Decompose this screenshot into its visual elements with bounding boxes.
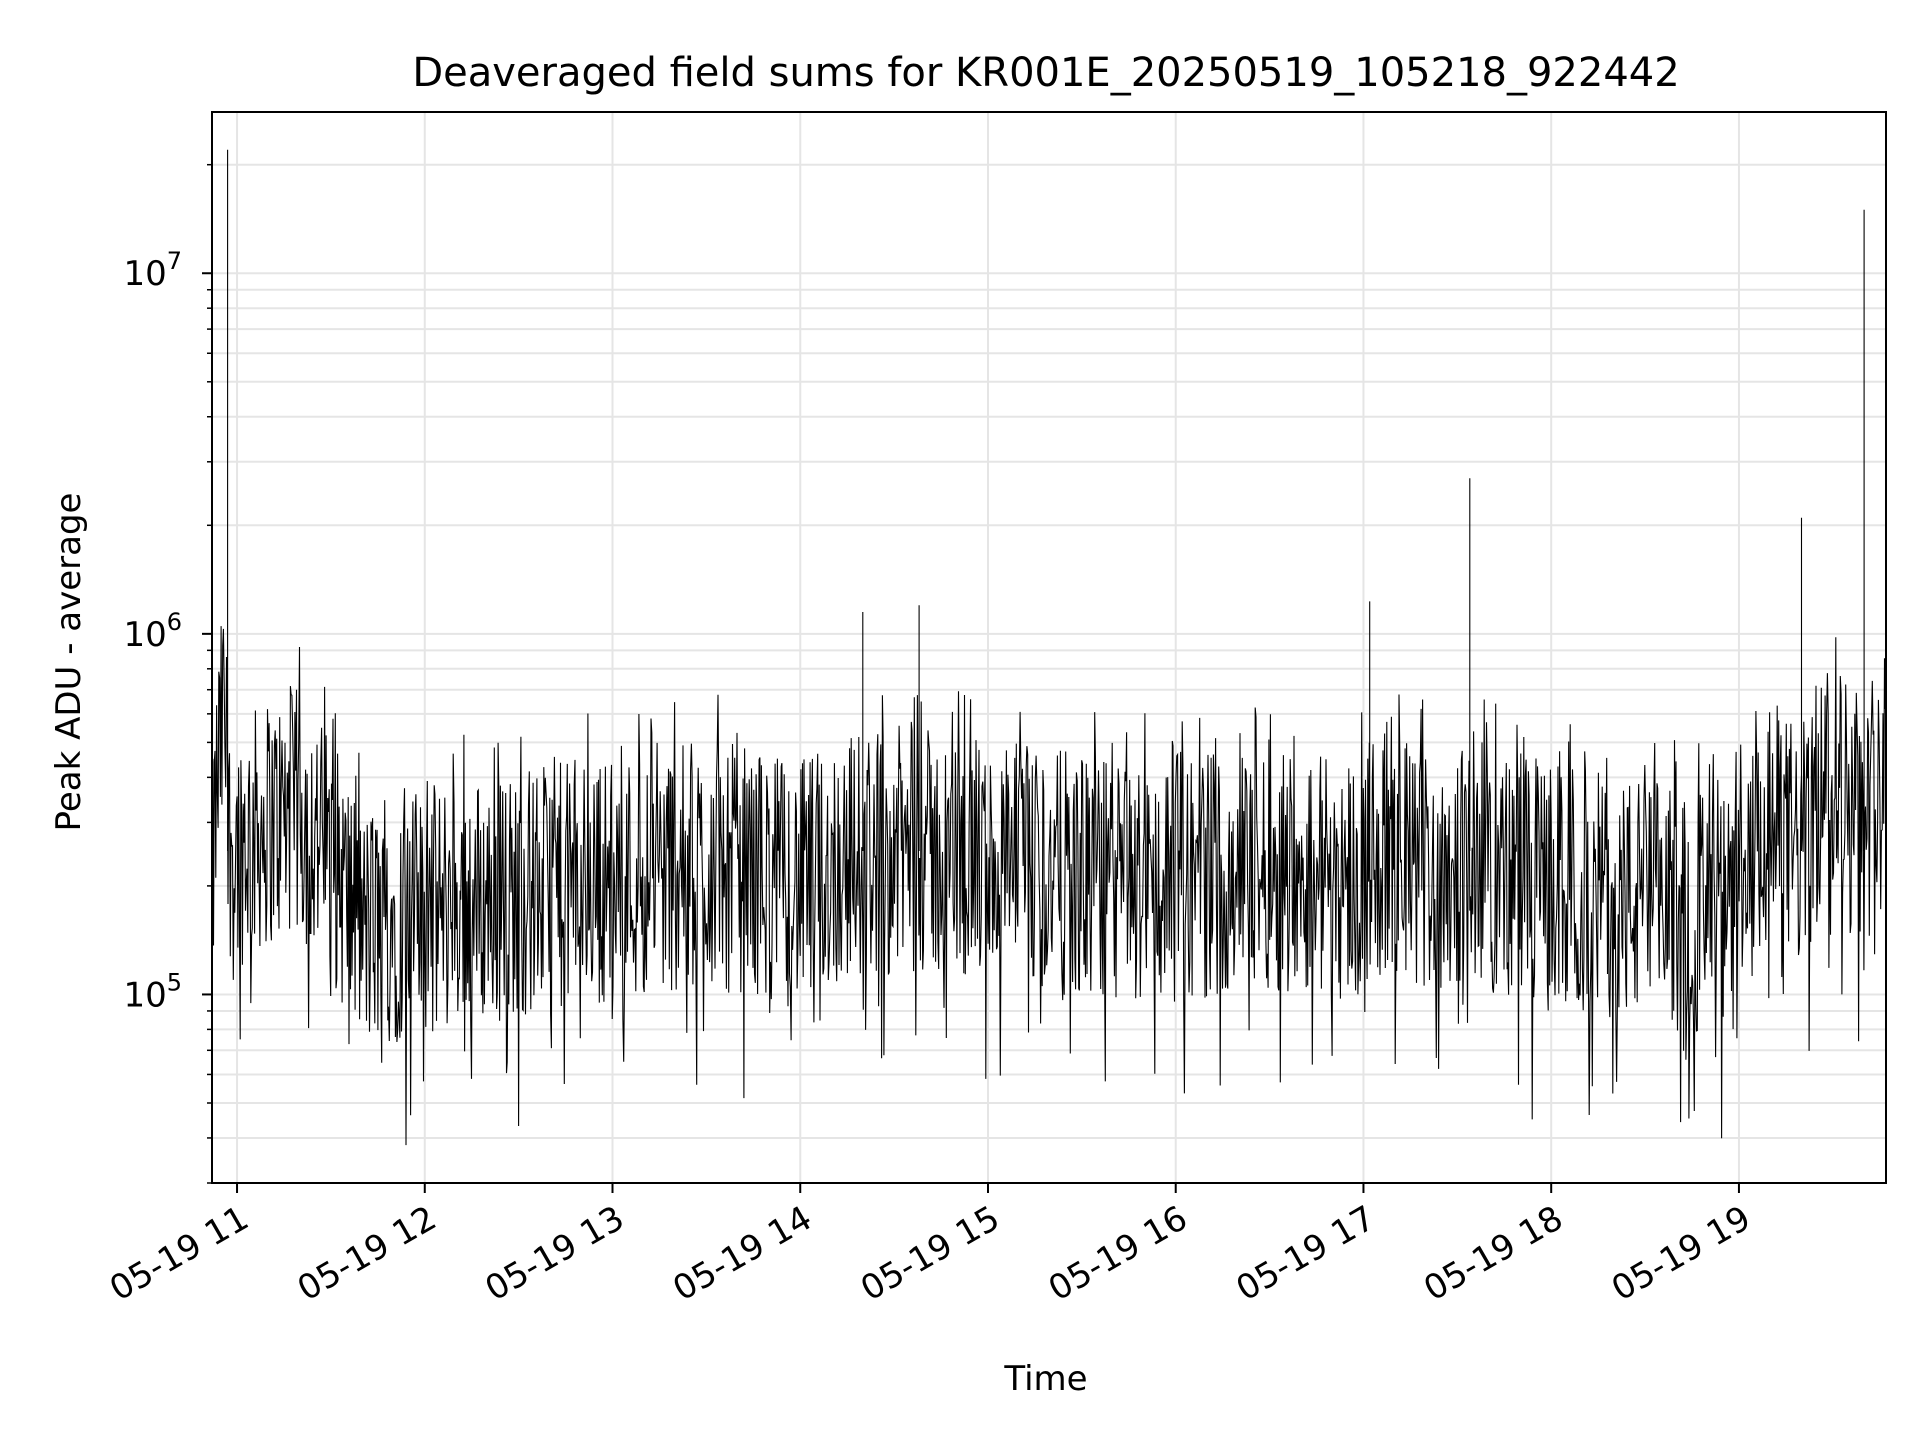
grid-lines (212, 112, 1886, 1184)
y-tick-exponent: 7 (167, 247, 182, 275)
x-tick-label: 05-19 17 (1230, 1198, 1382, 1309)
y-axis-label: Peak ADU - average (49, 493, 89, 832)
y-tick-label: 105 (123, 968, 182, 1015)
x-tick-label: 05-19 15 (854, 1198, 1006, 1309)
series-line (211, 149, 1887, 1146)
y-tick-exponent: 5 (167, 968, 182, 996)
y-tick-base: 10 (123, 975, 166, 1015)
y-tick-base: 10 (123, 254, 166, 294)
y-tick-base: 10 (123, 615, 166, 655)
y-tick-label: 107 (123, 247, 182, 294)
x-tick-label: 05-19 19 (1605, 1198, 1757, 1309)
x-axis-ticks: 05-19 11 05-19 12 05-19 13 05-19 14 05-19 15… (103, 1183, 1757, 1309)
y-tick-exponent: 6 (167, 608, 182, 636)
x-tick-label: 05-19 13 (479, 1198, 631, 1309)
plot-area-frame (211, 111, 1887, 1184)
x-tick-label: 05-19 11 (103, 1198, 255, 1309)
chart-title: Deaveraged field sums for KR001E_2025051… (412, 50, 1679, 96)
x-tick-label: 05-19 18 (1417, 1198, 1569, 1309)
x-tick-label: 05-19 14 (666, 1198, 818, 1309)
x-tick-label: 05-19 16 (1042, 1198, 1194, 1309)
x-axis-label: Time (1003, 1359, 1087, 1399)
x-tick-label: 05-19 12 (291, 1198, 443, 1309)
y-tick-label: 106 (123, 608, 182, 655)
